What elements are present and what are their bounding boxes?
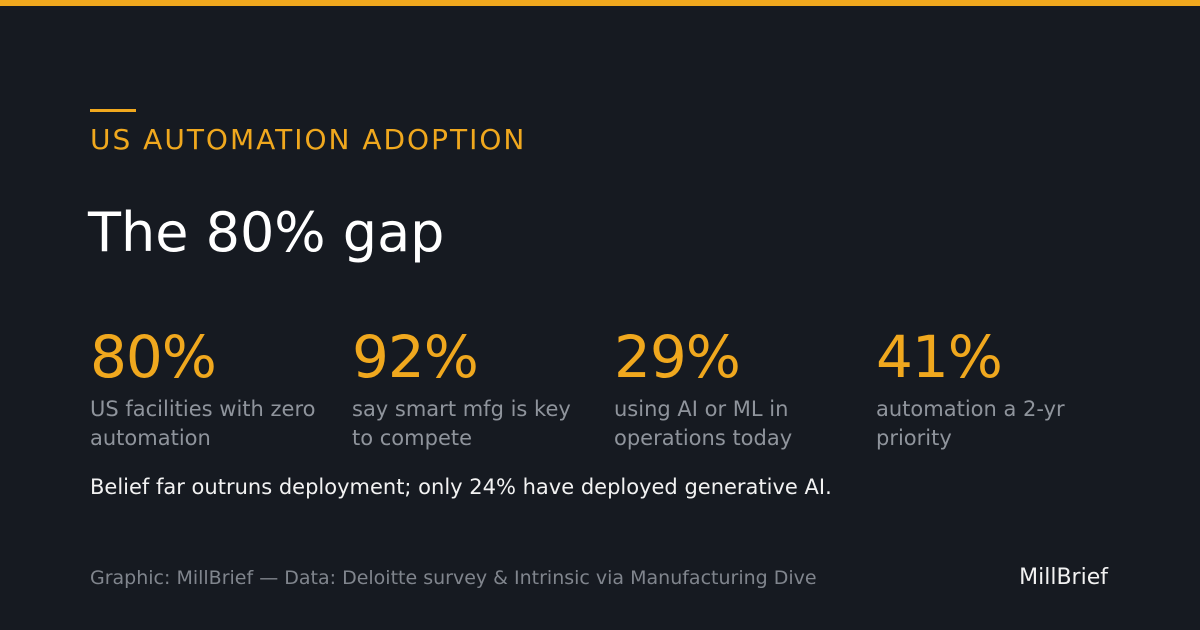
stat-item: 80% US facilities with zero automation bbox=[90, 325, 320, 453]
top-accent-bar bbox=[0, 0, 1200, 6]
kicker-accent-rule bbox=[90, 109, 136, 112]
stat-label: say smart mfg is key to compete bbox=[352, 397, 571, 450]
stat-item: 41% automation a 2-yr priority bbox=[876, 325, 1106, 453]
stat-item: 92% say smart mfg is key to compete bbox=[352, 325, 582, 453]
stat-label: using AI or ML in operations today bbox=[614, 397, 793, 450]
stat-value: 41% bbox=[876, 323, 1003, 391]
brand-logo-text: MillBrief bbox=[1019, 565, 1108, 590]
stats-row: 80% US facilities with zero automation 9… bbox=[90, 325, 1140, 465]
source-credit: Graphic: MillBrief — Data: Deloitte surv… bbox=[90, 567, 817, 589]
stat-item: 29% using AI or ML in operations today bbox=[614, 325, 844, 453]
stat-label: automation a 2-yr priority bbox=[876, 397, 1065, 450]
stat-value: 80% bbox=[90, 323, 217, 391]
stat-label: US facilities with zero automation bbox=[90, 397, 316, 450]
page-title: The 80% gap bbox=[88, 201, 445, 265]
stat-value: 92% bbox=[352, 323, 479, 391]
stat-value: 29% bbox=[614, 323, 741, 391]
section-kicker: US AUTOMATION ADOPTION bbox=[90, 123, 527, 156]
summary-text: Belief far outruns deployment; only 24% … bbox=[90, 475, 832, 499]
